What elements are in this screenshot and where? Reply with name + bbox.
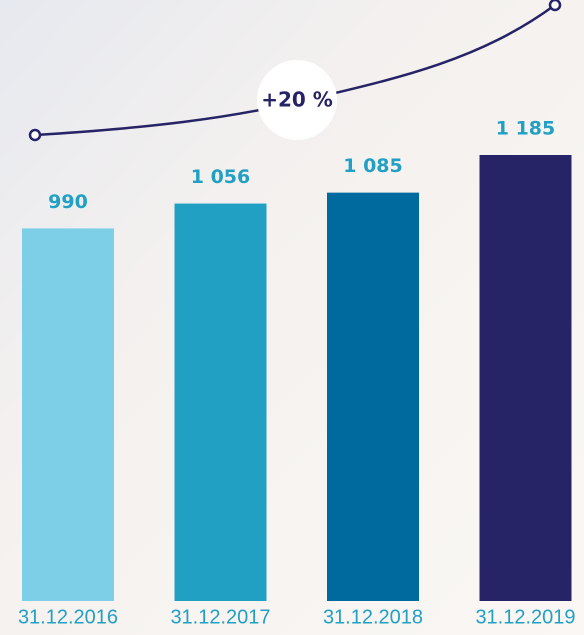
bar	[22, 228, 114, 602]
bar	[479, 155, 572, 601]
x-tick-label: 31.12.2019	[475, 606, 575, 628]
value-label: 1 185	[496, 118, 556, 140]
x-tick-label: 31.12.2016	[18, 606, 118, 628]
annotation: +20 %	[261, 88, 333, 112]
x-tick-label: 31.12.2017	[170, 606, 270, 628]
value-label: 990	[48, 191, 88, 213]
x-tick-label: 31.12.2018	[323, 606, 423, 628]
curve-end	[548, 0, 562, 12]
bar	[174, 203, 267, 602]
annotation-badge	[257, 60, 337, 140]
value-label: 1 056	[191, 166, 251, 188]
value-label: 1 085	[343, 155, 403, 177]
bar	[327, 192, 419, 601]
curve-start	[28, 128, 42, 142]
